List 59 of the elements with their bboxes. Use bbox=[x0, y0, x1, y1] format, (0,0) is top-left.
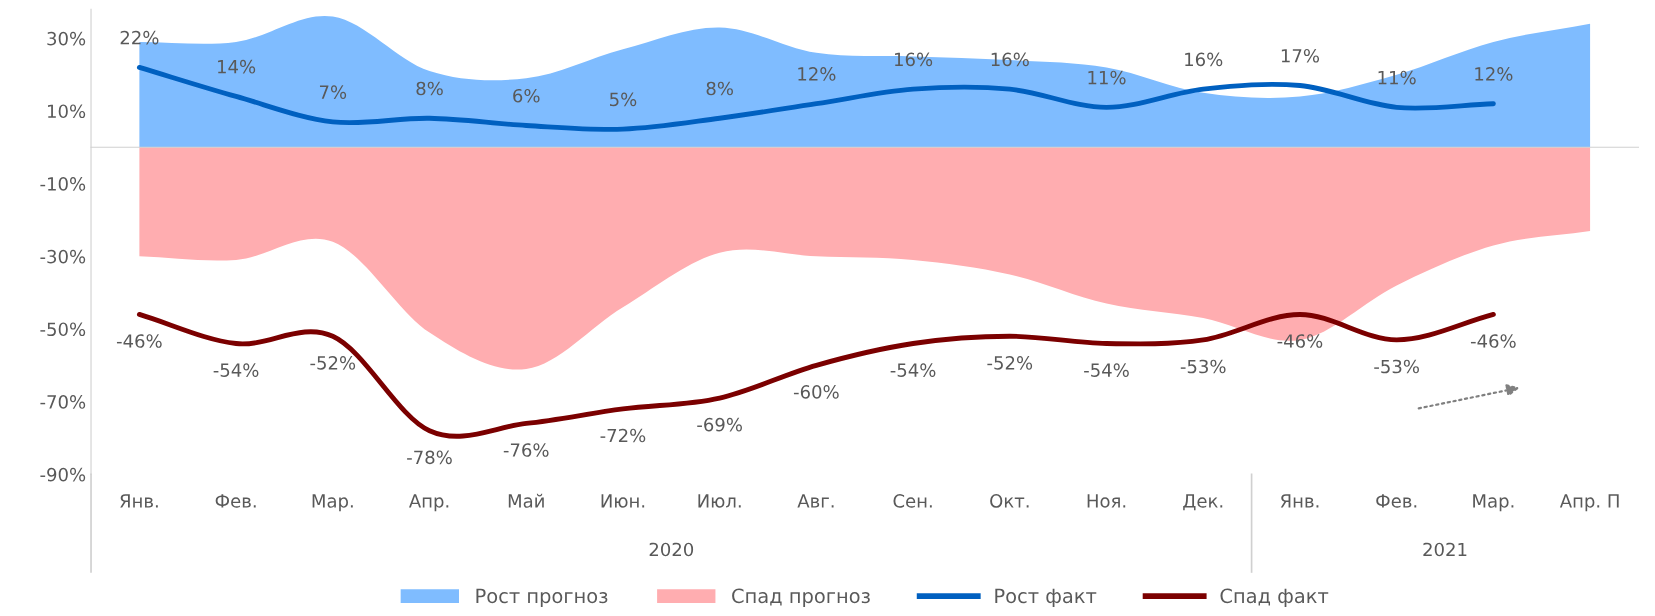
data-label: 16% bbox=[895, 52, 933, 67]
data-label: 5% bbox=[610, 92, 637, 107]
data-label: 16% bbox=[1185, 52, 1223, 67]
y-tick-label: -70% bbox=[40, 395, 86, 409]
data-label: 7% bbox=[319, 85, 347, 99]
data-label: 11% bbox=[1378, 70, 1416, 85]
data-label: -46% bbox=[1277, 334, 1323, 348]
data-label: 8% bbox=[416, 81, 443, 96]
data-label: -52% bbox=[987, 356, 1033, 370]
data-label: 16% bbox=[991, 52, 1029, 67]
data-label: 14% bbox=[218, 59, 256, 74]
data-label: -54% bbox=[890, 363, 936, 377]
x-tick-label: Авг. bbox=[797, 494, 834, 508]
x-tick-label: Фев. bbox=[1376, 494, 1417, 508]
x-tick-label: Ноя. bbox=[1087, 494, 1126, 508]
x-tick-label: Июл. bbox=[698, 494, 741, 508]
y-tick-label: -90% bbox=[40, 467, 86, 482]
data-label: -54% bbox=[213, 363, 259, 377]
legend-label: Спад факт bbox=[1220, 588, 1329, 607]
data-label: -53% bbox=[1180, 359, 1226, 374]
x-tick-label: Апр. bbox=[408, 494, 449, 512]
data-label: -46% bbox=[116, 334, 162, 348]
x-tick-label: Янв. bbox=[1280, 494, 1319, 508]
data-label: 8% bbox=[706, 81, 733, 96]
legend-label: Рост факт bbox=[995, 588, 1097, 607]
data-label: 22% bbox=[120, 30, 159, 45]
y-tick-label: -50% bbox=[40, 322, 86, 337]
x-tick-label: Апр. П bbox=[1559, 494, 1619, 512]
data-label: -53% bbox=[1374, 359, 1419, 374]
data-label: -52% bbox=[310, 356, 356, 370]
data-label: 12% bbox=[798, 67, 836, 81]
legend-label: Рост прогноз bbox=[476, 588, 608, 607]
x-tick-label: Июн. bbox=[601, 494, 645, 508]
legend-label: Спад прогноз bbox=[732, 588, 870, 607]
y-tick-label: 30% bbox=[47, 31, 86, 46]
data-label: 12% bbox=[1475, 67, 1513, 81]
x-tick-label: Дек. bbox=[1183, 494, 1223, 511]
y-tick-label: -10% bbox=[40, 177, 86, 191]
x-tick-label: Мар. bbox=[1473, 494, 1514, 512]
x-tick-label: Фев. bbox=[215, 494, 256, 508]
data-label: 11% bbox=[1088, 70, 1126, 85]
x-tick-label: Мар. bbox=[312, 494, 353, 512]
x-tick-label: Янв. bbox=[120, 494, 158, 508]
x-tick-label: Май bbox=[508, 493, 544, 508]
text: 2021 bbox=[1423, 542, 1467, 557]
data-label: -76% bbox=[503, 443, 549, 457]
text: 2020 bbox=[649, 542, 694, 557]
x-tick-label: Сен. bbox=[893, 494, 932, 508]
data-label: -46% bbox=[1470, 334, 1516, 348]
y-tick-label: 10% bbox=[48, 104, 86, 119]
x-tick-label: Окт. bbox=[990, 494, 1029, 508]
data-label: 6% bbox=[513, 88, 540, 103]
data-label: -72% bbox=[600, 428, 646, 443]
data-label: -54% bbox=[1084, 363, 1129, 377]
data-label: -69% bbox=[697, 417, 742, 432]
data-label: -60% bbox=[793, 385, 839, 399]
data-label: 17% bbox=[1281, 48, 1320, 63]
data-label: -78% bbox=[407, 450, 452, 465]
y-tick-label: -30% bbox=[40, 249, 86, 264]
